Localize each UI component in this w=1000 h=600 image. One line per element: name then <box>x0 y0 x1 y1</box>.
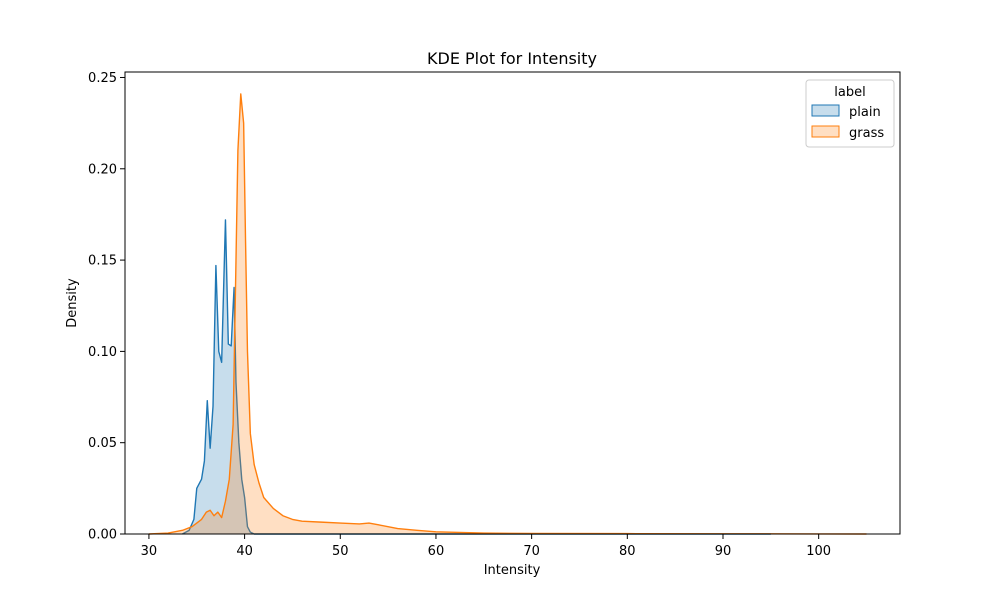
plot-frame <box>124 71 901 535</box>
x-tick-label: 80 <box>619 544 636 559</box>
legend-label-grass: grass <box>849 126 884 141</box>
x-tick-label: 60 <box>428 544 445 559</box>
x-tick-label: 30 <box>141 544 158 559</box>
series-area-grass <box>148 93 867 534</box>
chart-title: KDE Plot for Intensity <box>427 49 597 68</box>
legend: label plain grass <box>805 79 895 148</box>
series-line-grass <box>148 93 867 535</box>
legend-box <box>805 79 895 148</box>
x-axis: 30 40 50 60 70 80 90 100 <box>141 534 831 559</box>
x-tick-label: 70 <box>523 544 540 559</box>
x-tick-label: 50 <box>332 544 349 559</box>
x-tick-label: 90 <box>715 544 732 559</box>
y-tick-label: 0.10 <box>88 345 117 360</box>
y-axis-title: Density <box>65 278 80 328</box>
x-tick-label: 100 <box>806 544 831 559</box>
y-tick-label: 0.05 <box>88 436 117 451</box>
y-tick-label: 0.25 <box>88 71 117 86</box>
series-area-plain <box>182 219 771 534</box>
x-tick-label: 40 <box>236 544 253 559</box>
y-tick-label: 0.20 <box>88 162 117 177</box>
legend-label-plain: plain <box>849 105 881 120</box>
series-line-plain <box>182 219 771 535</box>
y-tick-label: 0.00 <box>88 528 117 543</box>
y-tick-label: 0.15 <box>88 254 117 269</box>
legend-swatch-plain <box>811 104 840 117</box>
y-axis: 0.00 0.05 0.10 0.15 0.20 0.25 <box>88 71 125 543</box>
x-axis-title: Intensity <box>484 563 541 578</box>
legend-swatch-grass <box>811 125 840 138</box>
series-layer <box>148 93 867 535</box>
legend-title: label <box>834 85 865 100</box>
